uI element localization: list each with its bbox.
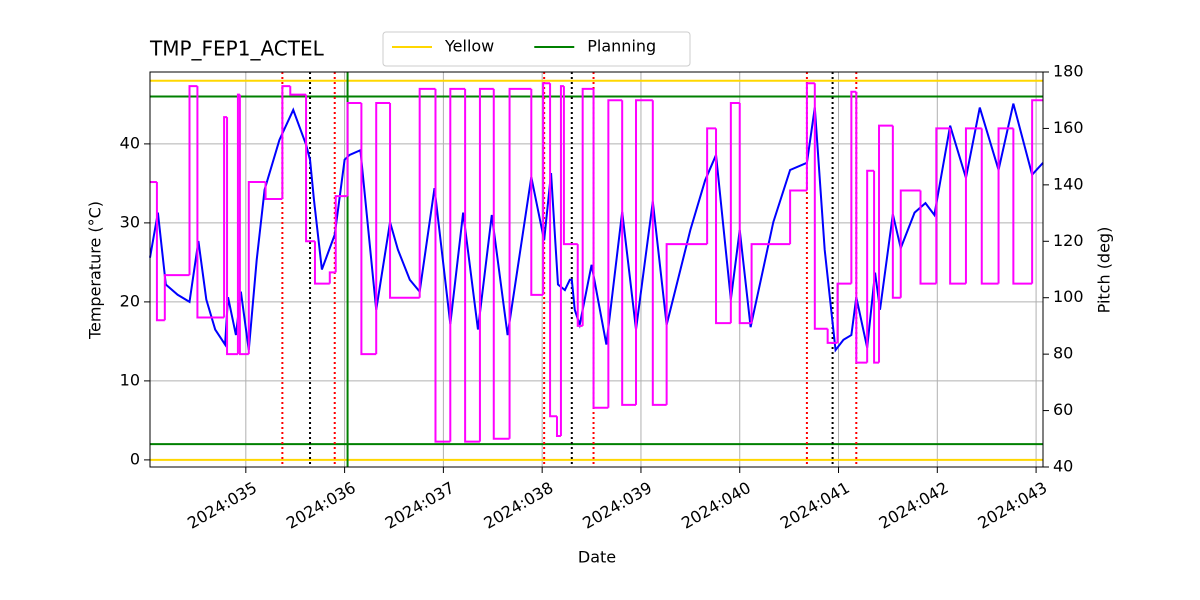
y2-axis-label: Pitch (deg) — [1095, 227, 1114, 314]
step-segment — [878, 124, 893, 363]
step-segment — [464, 88, 480, 443]
step-segment — [813, 83, 828, 330]
y2-tick-label: 120 — [1053, 231, 1084, 250]
x-tick-label: 2024:041 — [777, 478, 853, 533]
y2-tick-label: 180 — [1053, 62, 1084, 81]
y-tick-label: 0 — [130, 449, 140, 468]
x-tick-label: 2024:038 — [481, 478, 557, 533]
legend-box — [382, 31, 691, 67]
x-tick-label: 2024:043 — [974, 478, 1050, 533]
x-axis-label: Date — [578, 548, 616, 567]
step-segment — [313, 241, 330, 285]
step-segment — [836, 282, 852, 343]
step-segment — [196, 86, 225, 319]
step-segment — [805, 82, 815, 191]
step-segment — [635, 99, 653, 405]
y2-tick-label: 140 — [1053, 174, 1084, 193]
step-segment — [418, 87, 436, 298]
step-segment — [621, 100, 637, 406]
step-segment — [866, 169, 875, 363]
step-segment — [226, 117, 238, 356]
step-segment — [706, 127, 717, 245]
step-segment — [360, 103, 377, 356]
step-segment — [891, 125, 901, 299]
legend-label: Yellow — [444, 37, 494, 56]
step-segment — [492, 88, 510, 440]
step-segment — [478, 87, 494, 442]
y-tick-label: 10 — [120, 370, 140, 389]
step-segment — [334, 195, 348, 273]
y2-tick-label: 160 — [1053, 118, 1084, 137]
step-segment — [163, 274, 190, 321]
y-tick-label: 40 — [120, 133, 140, 152]
y2-tick-label: 40 — [1053, 457, 1073, 476]
step-segment — [738, 103, 752, 325]
step-segment — [542, 82, 551, 295]
step-segment — [592, 88, 609, 409]
x-tick-label: 2024:035 — [184, 478, 260, 533]
step-segment — [188, 85, 198, 276]
step-segment — [1012, 128, 1033, 285]
step-segment — [305, 94, 315, 243]
step-segment — [729, 102, 740, 324]
plot-frame — [149, 71, 1044, 468]
step-segment — [562, 86, 578, 246]
y2-tick-label: 100 — [1053, 287, 1084, 306]
step-segment — [549, 83, 557, 418]
step-segment — [855, 91, 868, 364]
step-segment — [389, 103, 420, 299]
step-segment — [665, 243, 708, 405]
step-segment — [530, 88, 544, 296]
legend-label: Planning — [587, 37, 656, 56]
step-segment — [576, 244, 583, 327]
step-segment — [346, 102, 362, 197]
step-segment — [247, 181, 266, 355]
temperature-line — [149, 103, 1044, 353]
x-tick-label: 2024:042 — [876, 478, 952, 533]
step-segment — [264, 182, 283, 200]
step-segment — [238, 94, 249, 356]
step-segment — [750, 243, 791, 324]
step-segment — [873, 170, 880, 364]
step-segment — [281, 85, 291, 199]
step-segment — [715, 128, 731, 325]
y2-tick-label: 80 — [1053, 344, 1073, 363]
step-segment — [949, 128, 966, 285]
step-segment — [236, 93, 240, 355]
chart-title: TMP_FEP1_ACTEL — [149, 37, 325, 61]
x-tick-label: 2024:039 — [579, 478, 655, 533]
x-tick-label: 2024:036 — [283, 478, 359, 533]
x-tick-label: 2024:040 — [678, 478, 754, 533]
step-segment — [980, 128, 999, 285]
x-tick-label: 2024:037 — [382, 478, 458, 533]
step-segment — [997, 127, 1014, 284]
step-segment — [289, 86, 307, 96]
step-segment — [155, 182, 165, 322]
y-tick-label: 30 — [120, 212, 140, 231]
step-segment — [1031, 99, 1043, 284]
step-segment — [449, 87, 466, 442]
step-segment — [555, 416, 561, 437]
step-segment — [434, 88, 451, 443]
step-segment — [789, 189, 807, 245]
step-segment — [899, 189, 921, 298]
step-segment — [826, 328, 838, 344]
step-segment — [508, 87, 532, 439]
step-segment — [964, 127, 982, 284]
step-segment — [559, 85, 564, 436]
step-segment — [328, 271, 336, 284]
step-segment — [375, 102, 391, 355]
step-segment — [651, 100, 667, 406]
y-tick-label: 20 — [120, 291, 140, 310]
step-segment — [935, 127, 951, 284]
step-segment — [581, 87, 594, 326]
y-axis-label: Temperature (°C) — [86, 201, 105, 340]
step-segment — [919, 190, 937, 285]
step-segment — [607, 99, 623, 408]
step-segment — [850, 90, 857, 284]
y2-tick-label: 60 — [1053, 400, 1073, 419]
